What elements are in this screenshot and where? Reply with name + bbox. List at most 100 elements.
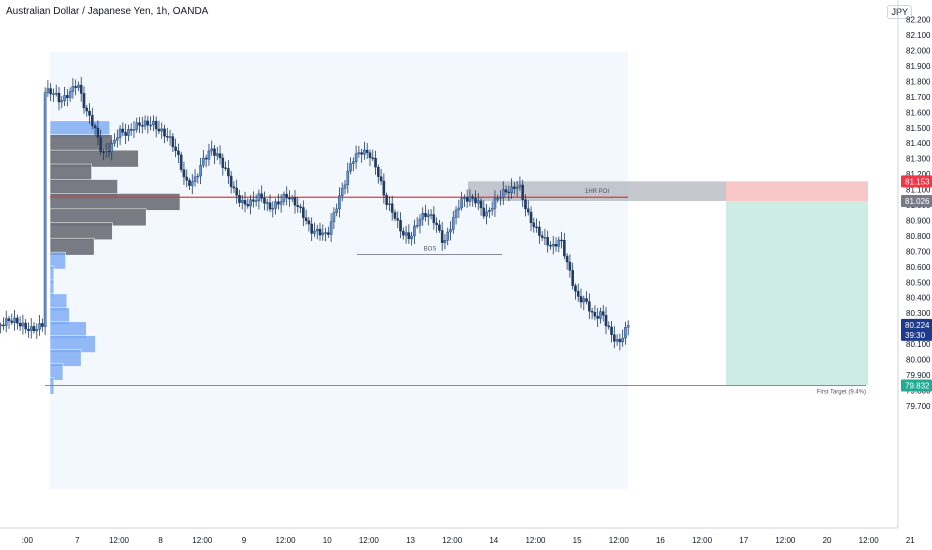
candle-body bbox=[227, 168, 230, 177]
y-tick-label: 81.800 bbox=[906, 77, 931, 86]
candle-body bbox=[129, 129, 133, 131]
candle-body bbox=[243, 200, 247, 205]
candle-body bbox=[204, 157, 208, 160]
candle-body bbox=[293, 197, 297, 206]
candle-body bbox=[538, 226, 541, 236]
candle-body bbox=[388, 203, 391, 205]
x-tick-label: 15 bbox=[573, 536, 582, 545]
candle-body bbox=[402, 230, 405, 236]
candle-body bbox=[382, 180, 386, 196]
candle-body bbox=[246, 204, 250, 207]
profile-bar bbox=[49, 237, 95, 256]
candle-body bbox=[435, 222, 438, 226]
candle-body bbox=[421, 212, 425, 220]
candle-body bbox=[476, 200, 480, 204]
profile-bar bbox=[49, 163, 92, 182]
candle-body bbox=[41, 323, 44, 327]
candle-body bbox=[485, 211, 488, 217]
y-tick-label: 80.000 bbox=[906, 356, 931, 365]
candle-body bbox=[229, 175, 233, 188]
candle-body bbox=[315, 228, 319, 232]
candle-body bbox=[174, 146, 177, 151]
candle-body bbox=[193, 176, 197, 182]
candle-body bbox=[224, 167, 227, 169]
target-label: First Target (9.4%) bbox=[817, 389, 866, 395]
candle-body bbox=[613, 334, 616, 342]
candle-body bbox=[165, 136, 169, 138]
candle-body bbox=[554, 243, 558, 247]
x-axis[interactable]: :00 7 12:00 8 12:00 9 12:00 10 12:00 13 12:00 14 12:… bbox=[22, 536, 916, 545]
y-axis[interactable]: 82.200 82.100 82.000 81.900 81.800 81.700 81.6… bbox=[906, 16, 931, 411]
x-tick-label: 8 bbox=[158, 536, 163, 545]
price-label-text: 79.832 bbox=[905, 381, 930, 390]
candle-body bbox=[377, 166, 380, 177]
candle-body bbox=[218, 153, 222, 159]
candle-body bbox=[221, 157, 225, 168]
y-tick-label: 80.700 bbox=[906, 247, 931, 256]
candle-body bbox=[418, 218, 422, 226]
candle-body bbox=[557, 239, 561, 247]
candle-body bbox=[116, 137, 119, 141]
y-tick-label: 80.100 bbox=[906, 340, 931, 349]
candle-body bbox=[415, 225, 419, 227]
candle-body bbox=[546, 237, 549, 246]
candle-body bbox=[96, 127, 100, 138]
profile-bar bbox=[49, 251, 66, 270]
candle-body bbox=[404, 232, 408, 236]
candle-body bbox=[285, 193, 288, 199]
y-tick-label: 80.400 bbox=[906, 294, 931, 303]
target-zone bbox=[726, 200, 868, 386]
price-label-box bbox=[901, 318, 932, 341]
price-label-box bbox=[901, 175, 932, 188]
candle-body bbox=[526, 208, 530, 213]
candle-body bbox=[29, 326, 33, 331]
candle-body bbox=[102, 151, 105, 153]
candle-body bbox=[57, 92, 61, 103]
y-tick-label: 80.800 bbox=[906, 232, 931, 241]
candle-body bbox=[171, 136, 175, 148]
candle-body bbox=[210, 148, 214, 152]
candle-body bbox=[338, 195, 341, 210]
candle-body bbox=[610, 326, 613, 335]
x-tick-label: 12:00 bbox=[276, 536, 297, 545]
candle-body bbox=[49, 88, 52, 95]
candle-body bbox=[60, 100, 64, 103]
price-label: 79.832 bbox=[901, 379, 932, 392]
candle-body bbox=[274, 201, 277, 209]
candle-body bbox=[157, 128, 161, 132]
profile-bar bbox=[49, 149, 139, 168]
y-tick-label: 79.900 bbox=[906, 371, 931, 380]
x-tick-label: 20 bbox=[823, 536, 832, 545]
candle-body bbox=[188, 180, 191, 186]
y-tick-label: 81.400 bbox=[906, 139, 931, 148]
candle-body bbox=[71, 86, 75, 92]
price-label-box bbox=[901, 379, 932, 392]
candle-body bbox=[35, 329, 39, 332]
candle-body bbox=[618, 339, 622, 343]
candle-body bbox=[335, 208, 338, 213]
candle-body bbox=[265, 202, 269, 204]
candle-body bbox=[79, 84, 83, 94]
candle-body bbox=[299, 206, 302, 208]
candle-body bbox=[63, 95, 66, 101]
candle-body bbox=[543, 237, 547, 239]
candle-body bbox=[371, 157, 375, 159]
currency-button[interactable]: JPY bbox=[887, 5, 912, 19]
candle-body bbox=[529, 211, 533, 223]
candle-body bbox=[490, 208, 494, 211]
candle-body bbox=[135, 122, 139, 130]
candle-body bbox=[263, 198, 266, 204]
candle-body bbox=[307, 220, 311, 225]
price-label-countdown: 39:30 bbox=[905, 331, 926, 340]
y-tick-label: 80.500 bbox=[906, 278, 931, 287]
price-label-text: 80.224 bbox=[905, 321, 930, 330]
candle-body bbox=[4, 318, 8, 326]
candle-body bbox=[43, 92, 47, 327]
x-tick-label: 12:00 bbox=[692, 536, 713, 545]
candle-body bbox=[501, 189, 505, 198]
candle-body bbox=[85, 107, 89, 112]
candle-body bbox=[596, 316, 599, 319]
candle-body bbox=[179, 154, 183, 170]
candle-body bbox=[496, 198, 500, 200]
